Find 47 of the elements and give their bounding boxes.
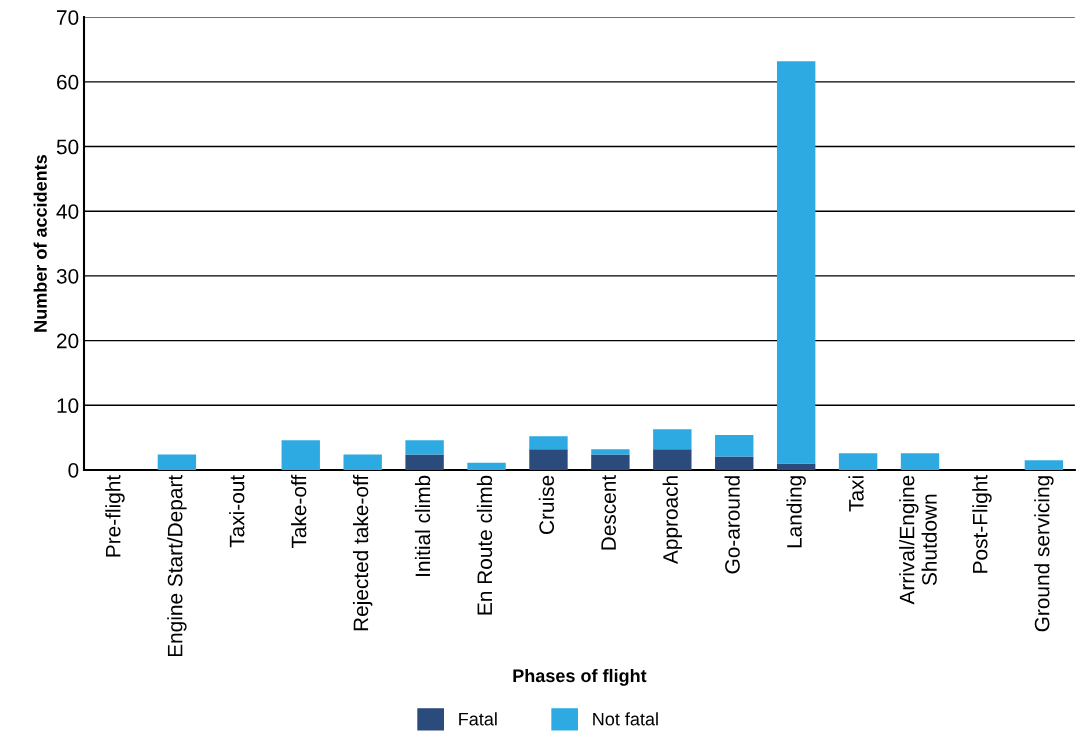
bar [715, 456, 754, 470]
x-tick-label: Approach [662, 476, 683, 564]
x-tick-label: Ground servicing [1034, 476, 1054, 632]
x-tick-label: Taxi [848, 476, 864, 512]
bar [900, 453, 940, 470]
bar [838, 453, 878, 470]
x-tick-label: Landing [786, 476, 806, 548]
x-axis-title: Phases of flight [513, 668, 647, 686]
x-tick-label: Arrival/Engine Shutdown [899, 475, 937, 605]
x-tick-label: Go-around [724, 476, 740, 574]
bar [281, 440, 320, 470]
x-tick-label: Post-Flight [972, 474, 992, 573]
legend-label: Fatal [459, 712, 497, 726]
x-tick-label: Take-off [291, 474, 307, 549]
y-tick-label: 30 [56, 268, 79, 284]
y-tick-label: 20 [57, 333, 79, 349]
y-tick-label: 10 [57, 398, 79, 414]
y-tick-label: 60 [57, 74, 79, 90]
y-tick-label: 50 [56, 139, 79, 155]
y-tick-label: 40 [56, 204, 79, 219]
bar [776, 463, 816, 470]
bar [715, 435, 754, 457]
y-tick-label: 70 [57, 10, 79, 25]
bar [405, 440, 444, 455]
x-tick-label: Rejected take-off [352, 474, 373, 631]
bar [1024, 460, 1064, 470]
bar [776, 61, 816, 464]
bar [653, 449, 692, 470]
x-tick-label: Engine Start/Depart [167, 474, 187, 657]
bar [405, 454, 444, 470]
bar [157, 454, 197, 470]
x-tick-label: Taxi-out [229, 474, 245, 548]
x-tick-label: Cruise [538, 475, 555, 534]
y-tick-label: 0 [68, 462, 79, 478]
legend-label: Not fatal [593, 712, 658, 726]
x-tick-label: En Route climb [476, 475, 493, 615]
bar [343, 454, 382, 470]
x-tick-label: Pre-flight [105, 474, 125, 557]
bar [591, 449, 630, 455]
y-axis-title: Number of accidents [33, 155, 47, 332]
bar [529, 449, 568, 470]
bar [653, 429, 692, 450]
x-tick-label: Descent [601, 474, 616, 550]
bar [529, 436, 568, 450]
bar [591, 454, 630, 470]
bar [467, 462, 506, 470]
x-tick-label: Initial climb [414, 475, 431, 576]
